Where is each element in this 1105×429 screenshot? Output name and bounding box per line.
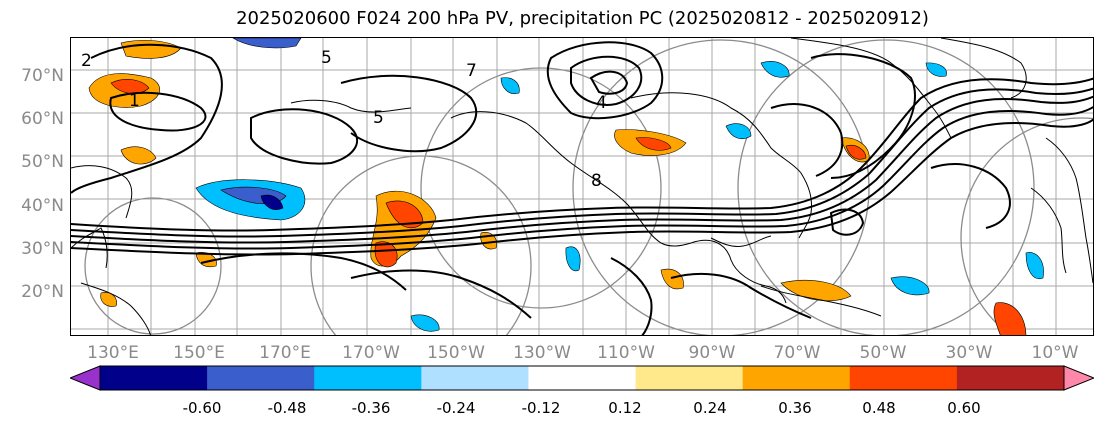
precip-cool-area bbox=[410, 314, 440, 332]
lon-label-30w: 30°W bbox=[945, 343, 993, 363]
pv-contour bbox=[109, 91, 207, 132]
jet-core-contour bbox=[71, 77, 1093, 232]
lon-label-110w: 110°W bbox=[597, 343, 655, 363]
lon-label-70w: 70°W bbox=[773, 343, 821, 363]
precip-warm-area bbox=[660, 268, 684, 290]
pv-contour bbox=[670, 272, 812, 319]
pv-contour-label: 4 bbox=[596, 93, 607, 113]
colorbar-cell bbox=[635, 366, 744, 390]
pv-contour bbox=[810, 53, 916, 179]
lon-label-150w: 150°W bbox=[427, 343, 485, 363]
precip-cool-area bbox=[565, 246, 581, 272]
pv-contour bbox=[829, 208, 865, 236]
jet-core-contour bbox=[71, 87, 1093, 238]
pv-contour bbox=[546, 41, 664, 120]
lon-label-130w: 130°W bbox=[513, 343, 571, 363]
range-rings bbox=[84, 39, 1093, 335]
coastlines bbox=[71, 38, 1093, 335]
colorbar-cell bbox=[314, 366, 422, 390]
pv-contour bbox=[250, 108, 359, 165]
lat-label-70: 70°N bbox=[21, 66, 64, 86]
jet-core-contour bbox=[71, 95, 1093, 244]
colorbar-cell bbox=[421, 366, 529, 390]
pv-contour bbox=[71, 43, 223, 194]
lat-label-20: 20°N bbox=[21, 282, 64, 302]
pv-contour bbox=[589, 70, 629, 95]
precip-warm-area bbox=[780, 280, 852, 302]
lon-label-150e: 150°E bbox=[173, 343, 225, 363]
pv-contour bbox=[340, 74, 478, 153]
precip-strong-area bbox=[374, 241, 398, 268]
precip-cool-area bbox=[725, 123, 752, 139]
lon-label-170w: 170°W bbox=[342, 343, 400, 363]
lon-label-130e: 130°E bbox=[87, 343, 139, 363]
map-canvas: 5 7 8 4 5 2 1 bbox=[71, 38, 1093, 335]
graticule bbox=[71, 38, 1093, 335]
pv-contour bbox=[350, 269, 532, 319]
precip-cool-area bbox=[925, 62, 947, 77]
colorbar-cell bbox=[207, 366, 315, 390]
precip-strong-area bbox=[993, 302, 1027, 335]
colorbar-extension-high bbox=[1063, 365, 1094, 391]
precip-cool-area bbox=[760, 61, 790, 78]
lat-label-60: 60°N bbox=[21, 109, 64, 129]
jet-core-contour bbox=[71, 106, 1093, 250]
colorbar-cell bbox=[742, 366, 851, 390]
pv-contour-labels: 5 7 8 4 5 2 1 bbox=[81, 48, 607, 191]
pv-contour bbox=[610, 257, 653, 335]
map-panel: 5 7 8 4 5 2 1 bbox=[70, 37, 1094, 336]
lon-label-90w: 90°W bbox=[688, 343, 736, 363]
precip-warm-area bbox=[120, 39, 182, 59]
colorbar-label: -0.48 bbox=[267, 399, 307, 417]
lat-label-30: 30°N bbox=[21, 239, 64, 259]
colorbar-cell bbox=[528, 366, 637, 390]
lon-label-170e: 170°E bbox=[259, 343, 311, 363]
map-title: 2025020600 F024 200 hPa PV, precipitatio… bbox=[236, 8, 929, 29]
colorbar-label: 0.12 bbox=[608, 399, 642, 417]
pv-contour-label: 5 bbox=[373, 108, 384, 128]
colorbar-label: -0.24 bbox=[436, 399, 476, 417]
pv-contour-label: 7 bbox=[466, 61, 477, 81]
colorbar bbox=[70, 365, 1094, 391]
precip-strong-area bbox=[635, 137, 672, 151]
colorbar-label: -0.36 bbox=[351, 399, 391, 417]
colorbar-cell bbox=[956, 366, 1065, 390]
colorbar-label: 0.36 bbox=[778, 399, 812, 417]
precip-cool-area bbox=[500, 77, 520, 94]
precip-warm-area bbox=[100, 292, 117, 307]
precip-cool-area bbox=[890, 276, 930, 296]
colorbar-cell bbox=[849, 366, 958, 390]
colorbar-label: -0.60 bbox=[182, 399, 222, 417]
precip-warm-area bbox=[120, 146, 157, 165]
pv-contour bbox=[770, 103, 844, 177]
pv-contour bbox=[200, 252, 407, 291]
lon-label-50w: 50°W bbox=[859, 343, 907, 363]
pv-contour-label: 2 bbox=[81, 51, 92, 71]
precip-strong-area bbox=[110, 79, 150, 94]
precip-strongest-cool-area bbox=[260, 194, 284, 210]
lon-label-10w: 10°W bbox=[1031, 343, 1079, 363]
colorbar-frame bbox=[99, 365, 1065, 391]
pv-contours bbox=[71, 41, 1093, 335]
pv-contour bbox=[570, 55, 643, 106]
precip-cool-area bbox=[232, 38, 302, 49]
colorbar-extension-low bbox=[70, 365, 101, 391]
pv-contour bbox=[930, 163, 1011, 229]
colorbar-label: -0.12 bbox=[521, 399, 561, 417]
pv-contour-label: 8 bbox=[591, 171, 602, 191]
lat-label-50: 50°N bbox=[21, 152, 64, 172]
precip-cool-area bbox=[1025, 252, 1044, 280]
pv-contour-label: 5 bbox=[321, 48, 332, 68]
colorbar-label: 0.48 bbox=[862, 399, 896, 417]
colorbar-label: 0.60 bbox=[947, 399, 981, 417]
pv-contour-label: 1 bbox=[129, 91, 140, 111]
precip-strong-area bbox=[845, 145, 867, 160]
colorbar-label: 0.24 bbox=[693, 399, 727, 417]
colorbar-cell bbox=[100, 366, 208, 390]
precip-shading bbox=[88, 38, 1044, 335]
lat-label-40: 40°N bbox=[21, 196, 64, 216]
